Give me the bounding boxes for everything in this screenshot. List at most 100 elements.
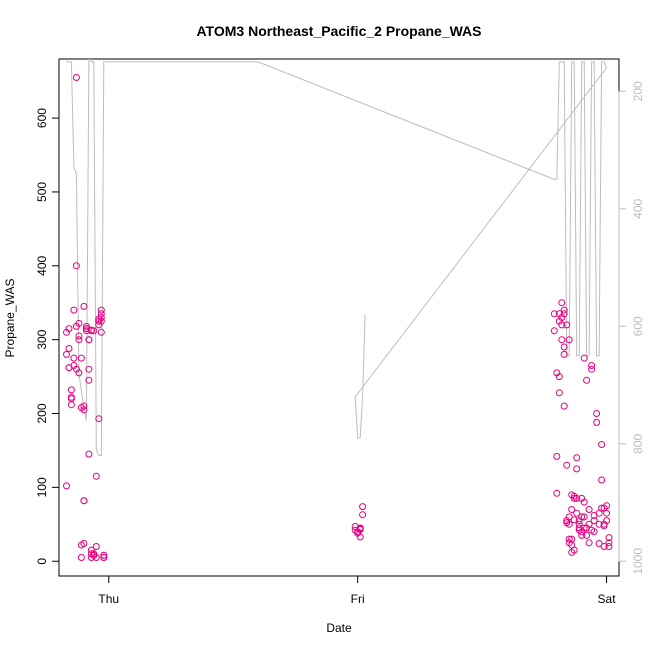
data-point (560, 306, 568, 314)
data-point (603, 502, 611, 510)
data-point (565, 535, 573, 543)
data-point (558, 299, 566, 307)
data-point (97, 310, 105, 318)
x-axis-label: Date (326, 621, 352, 635)
data-point (65, 345, 73, 352)
data-point (97, 317, 105, 325)
data-point (593, 418, 601, 426)
data-point (67, 386, 75, 394)
x-tick-label: Thu (98, 592, 119, 606)
data-point (590, 528, 598, 536)
y-tick-label: 600 (35, 108, 49, 128)
data-point (605, 534, 613, 542)
data-point (359, 503, 367, 511)
data-point (565, 520, 573, 528)
data-point (85, 365, 93, 373)
data-point (570, 494, 578, 502)
data-point (553, 489, 561, 497)
data-point (585, 539, 593, 547)
data-point (603, 517, 611, 525)
data-point (77, 354, 85, 362)
data-point (555, 389, 563, 397)
y-tick-label: 0 (35, 558, 49, 565)
data-point (585, 506, 593, 513)
data-point (550, 310, 558, 318)
data-point (72, 262, 80, 270)
data-point (65, 325, 73, 333)
data-point (97, 314, 105, 321)
data-point (578, 531, 586, 539)
data-point (600, 543, 608, 550)
right-tick-label: 1000 (631, 548, 645, 575)
data-point (573, 465, 581, 473)
data-point (593, 410, 601, 417)
data-point (85, 450, 93, 458)
data-point (595, 540, 603, 547)
data-point (92, 554, 100, 561)
data-point (595, 520, 603, 528)
chart-title: ATOM3 Northeast_Pacific_2 Propane_WAS (196, 23, 481, 39)
data-point (87, 554, 95, 561)
data-point (563, 461, 571, 469)
data-point (580, 498, 588, 506)
data-point (80, 406, 88, 414)
data-point (570, 546, 578, 554)
axes-layer: 0 100 200 300 400 500 600 200 400 600 800 1000 Thu Fr… (35, 81, 645, 606)
data-point (560, 350, 568, 358)
data-point (580, 354, 588, 362)
data-point (80, 402, 88, 410)
x-tick-label: Sat (598, 592, 617, 606)
flight-track-line-layer (66, 59, 608, 457)
data-point (588, 365, 596, 373)
plot-frame (58, 58, 620, 577)
data-point (585, 520, 593, 528)
data-point (82, 327, 90, 335)
data-point (560, 343, 568, 351)
data-point (82, 322, 90, 330)
points-layer (63, 74, 613, 561)
data-point (568, 506, 576, 513)
data-point (67, 395, 75, 403)
data-point (72, 74, 80, 81)
data-point (573, 494, 581, 502)
y-tick-label: 400 (35, 255, 49, 275)
data-point (85, 336, 93, 344)
data-point (553, 452, 561, 460)
data-point (560, 310, 568, 318)
y-tick-label: 500 (35, 182, 49, 202)
data-point (87, 327, 95, 335)
data-point (100, 554, 108, 561)
right-tick-label: 200 (631, 81, 645, 101)
data-point (598, 441, 606, 448)
data-point (356, 533, 364, 541)
data-point (588, 362, 596, 369)
data-point (558, 336, 566, 344)
data-point (75, 369, 83, 377)
data-point (573, 454, 581, 462)
y-axis-label: Propane_WAS (3, 279, 17, 358)
data-point (603, 509, 611, 517)
data-point (565, 336, 573, 344)
data-point (565, 513, 573, 521)
data-point (573, 509, 581, 517)
data-point (67, 401, 75, 409)
data-point (70, 306, 78, 314)
data-point (95, 415, 103, 423)
data-point (85, 376, 93, 384)
data-point (92, 543, 100, 550)
data-point (563, 321, 571, 329)
data-point (70, 354, 78, 362)
data-point (356, 526, 364, 533)
data-point (92, 472, 100, 480)
data-point (63, 350, 70, 358)
data-point (75, 332, 83, 340)
data-point (578, 513, 586, 521)
data-point (558, 314, 566, 321)
data-point (359, 511, 367, 519)
data-point (80, 302, 88, 310)
data-point (590, 517, 598, 525)
data-point (77, 554, 85, 561)
right-tick-label: 800 (631, 433, 645, 453)
data-point (555, 373, 563, 381)
